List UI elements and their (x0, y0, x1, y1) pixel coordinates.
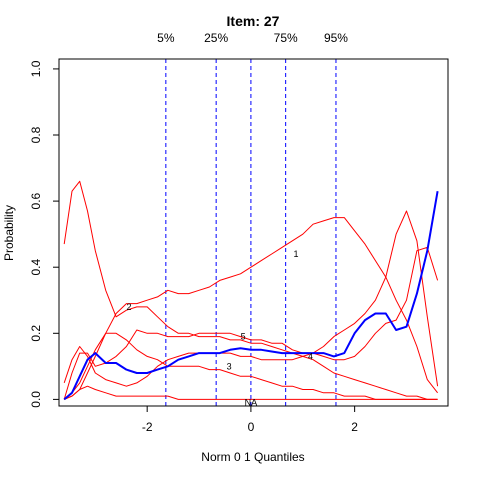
y-tick-label-1: 0.2 (29, 325, 43, 342)
y-axis-label: Probability (2, 205, 16, 261)
y-tick-label-5: 1.0 (29, 60, 43, 77)
curve-label-NA: NA (245, 398, 258, 408)
curve-label-4: 4 (308, 351, 313, 361)
x-tick-label-1: 0 (248, 420, 255, 434)
chart-title: Item: 27 (227, 13, 280, 29)
curve-label-5: 5 (241, 332, 246, 342)
curve-label-2: 2 (127, 302, 132, 312)
quantile-lines (165, 59, 337, 406)
curve-labels: 1 2 3 4 5 NA (127, 249, 314, 408)
quantile-label-4: 95% (324, 31, 348, 45)
y-tick-label-4: 0.8 (29, 126, 43, 143)
series-line-2 (63, 180, 438, 400)
series-line-4 (63, 210, 439, 387)
y-tick-label-0: 0.0 (29, 391, 43, 408)
y-axis: 0.0 0.2 0.4 0.6 0.8 1.0 (29, 60, 60, 408)
series-line-NA (64, 385, 438, 400)
x-tick-label-2: 2 (351, 420, 358, 434)
quantile-labels: 5% 25% 75% 95% (157, 31, 348, 45)
x-tick-label-0: -2 (142, 420, 153, 434)
curve-label-1: 1 (294, 249, 299, 259)
series-line-5 (63, 246, 439, 400)
quantile-label-1: 25% (204, 31, 228, 45)
y-tick-label-2: 0.4 (29, 259, 43, 276)
curve-label-3: 3 (227, 361, 232, 371)
quantile-label-0: 5% (157, 31, 175, 45)
x-axis-label: Norm 0 1 Quantiles (201, 450, 304, 464)
series-layer (63, 180, 439, 401)
series-line-1 (64, 217, 438, 400)
series-line-overall (63, 191, 439, 401)
series-line-3 (63, 332, 438, 400)
x-axis: -2 0 2 (142, 405, 358, 434)
y-tick-label-3: 0.6 (29, 192, 43, 209)
quantile-label-3: 75% (274, 31, 298, 45)
